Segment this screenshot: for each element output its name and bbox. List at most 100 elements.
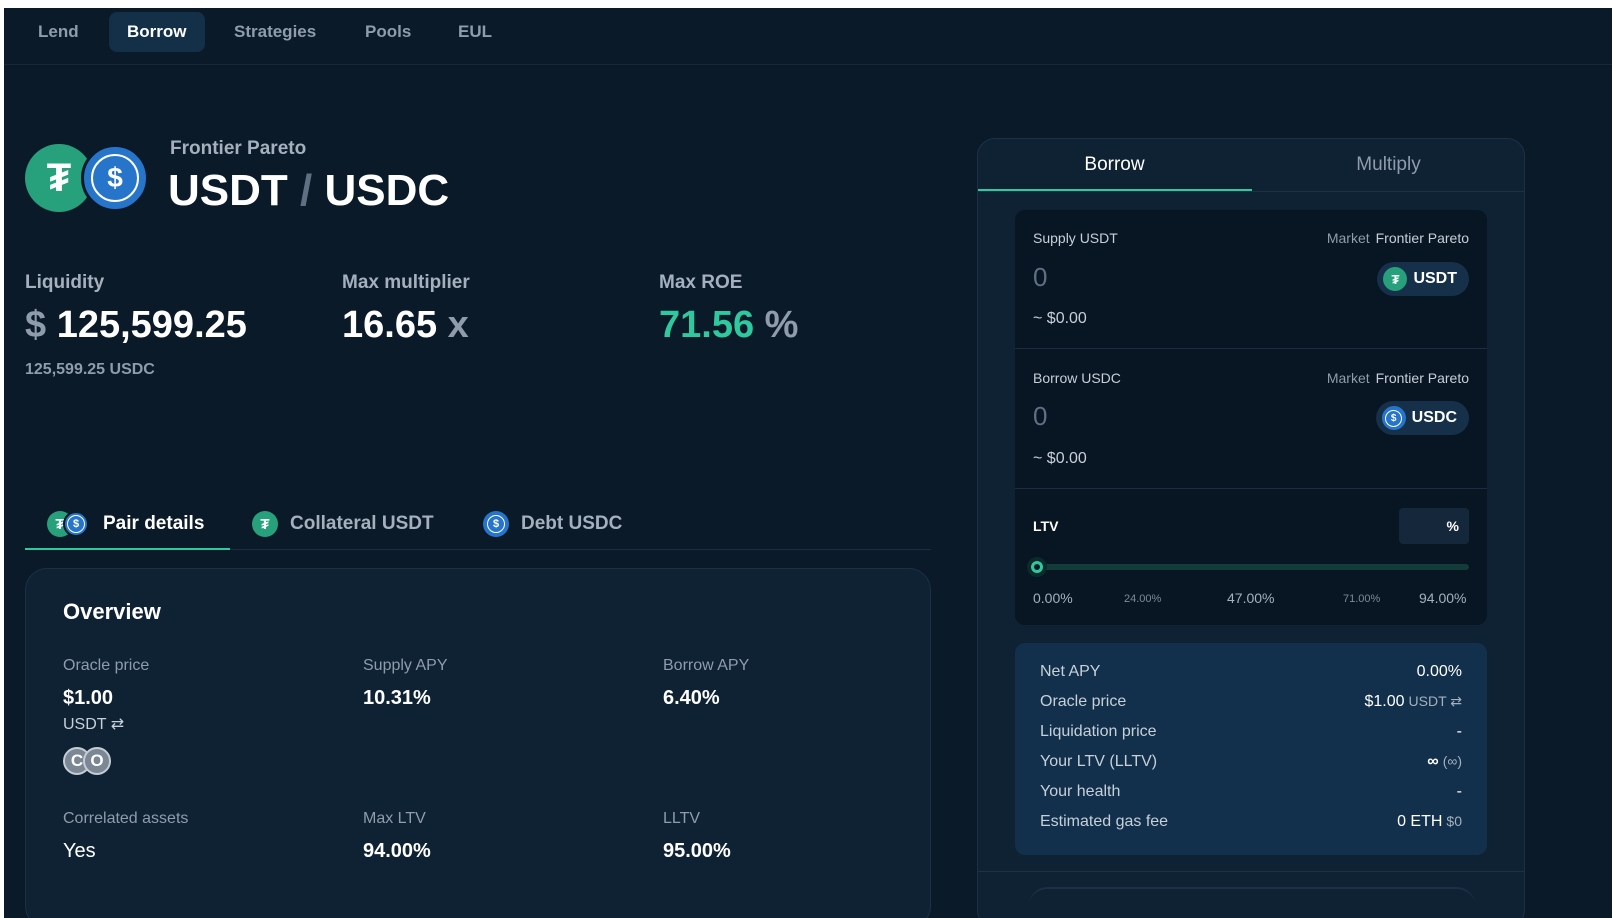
liquidity-label: Liquidity bbox=[25, 272, 105, 293]
max-multiplier-value: 16.65 x bbox=[342, 304, 470, 347]
borrow-form: Supply USDT Market Frontier Pareto 0 ₮ US… bbox=[1015, 210, 1487, 625]
overview-title: Overview bbox=[63, 599, 161, 624]
oracle-price-quote-toggle[interactable]: USDT ⇄ bbox=[1408, 693, 1462, 709]
liquidity-currency: $ bbox=[25, 304, 47, 346]
usdt-icon: ₮ bbox=[1383, 267, 1408, 291]
supply-usd-value: ~ $0.00 bbox=[1033, 310, 1087, 327]
nav-borrow[interactable]: Borrow bbox=[109, 12, 205, 52]
tab-pair-details[interactable]: ₮ $ Pair details bbox=[47, 498, 204, 550]
tab-multiply[interactable]: Multiply bbox=[1356, 154, 1421, 175]
form-divider bbox=[1015, 348, 1487, 349]
oracle-price-value: $1.00 USDT ⇄ bbox=[1364, 693, 1462, 711]
borrow-market-value[interactable]: Frontier Pareto bbox=[1375, 370, 1469, 386]
submit-button[interactable] bbox=[1028, 887, 1476, 918]
your-health-label: Your health bbox=[1040, 783, 1121, 800]
oracle-price-quote[interactable]: USDT ⇄ bbox=[63, 716, 125, 733]
max-multiplier-stat: Max multiplier 16.65 x bbox=[342, 272, 470, 347]
overview-card: Overview Oracle price $1.00 USDT ⇄ C O S… bbox=[25, 568, 931, 918]
summary-row-your-ltv: Your LTV (LLTV) ∞ (∞) bbox=[1040, 747, 1462, 777]
max-multiplier-unit: x bbox=[447, 304, 469, 346]
max-roe-stat: Max ROE 71.56 % bbox=[659, 272, 798, 347]
nav-eul[interactable]: EUL bbox=[458, 22, 492, 41]
supply-market-label: Market bbox=[1326, 230, 1370, 246]
your-ltv-label: Your LTV (LLTV) bbox=[1040, 753, 1158, 770]
panel-divider bbox=[978, 871, 1524, 872]
ltv-tick: 71.00% bbox=[1343, 593, 1381, 605]
usdc-icon: $ bbox=[81, 144, 149, 212]
borrow-apy-label: Borrow APY bbox=[663, 657, 750, 674]
max-roe-value: 71.56 % bbox=[659, 304, 798, 347]
tab-debt-usdc[interactable]: $ Debt USDC bbox=[483, 498, 622, 550]
position-summary: Net APY 0.00% Oracle price $1.00 USDT ⇄ L… bbox=[1015, 643, 1487, 855]
ltv-tick: 24.00% bbox=[1124, 593, 1162, 605]
tab-collateral-usdt[interactable]: ₮ Collateral USDT bbox=[252, 498, 434, 550]
max-ltv-cell: Max LTV 94.00% bbox=[363, 810, 431, 863]
your-lltv-amount: (∞) bbox=[1442, 753, 1462, 769]
ltv-label: LTV bbox=[1033, 518, 1059, 534]
gas-fee-amount: 0 ETH bbox=[1397, 813, 1443, 830]
ltv-input[interactable]: % bbox=[1399, 508, 1469, 544]
nav-pools[interactable]: Pools bbox=[365, 22, 412, 41]
debt-symbol: USDC bbox=[324, 166, 450, 215]
max-ltv-label: Max LTV bbox=[363, 810, 426, 827]
supply-token-symbol: USDT bbox=[1413, 270, 1457, 287]
net-apy-label: Net APY bbox=[1040, 663, 1101, 680]
liquidation-price-label: Liquidation price bbox=[1040, 723, 1157, 740]
borrow-amount-input[interactable]: 0 bbox=[1033, 401, 1048, 431]
oracle-price-label: Oracle price bbox=[1040, 693, 1127, 710]
oracle-price-value: $1.00 bbox=[63, 687, 114, 709]
borrow-token-selector[interactable]: $ USDC bbox=[1375, 401, 1469, 435]
supply-token-selector[interactable]: ₮ USDT bbox=[1377, 262, 1469, 296]
top-nav: Lend Borrow Strategies Pools EUL bbox=[4, 8, 1612, 65]
summary-row-net-apy: Net APY 0.00% bbox=[1040, 657, 1462, 687]
usdt-icon: ₮ bbox=[252, 511, 278, 537]
collateral-symbol: USDT bbox=[168, 166, 288, 215]
pair-icon: ₮ $ bbox=[47, 511, 91, 537]
summary-row-oracle-price: Oracle price $1.00 USDT ⇄ bbox=[1040, 687, 1462, 717]
liquidity-stat: Liquidity $ 125,599.25 125,599.25 USDC bbox=[25, 272, 247, 379]
your-ltv-amount: ∞ bbox=[1427, 753, 1439, 770]
oracle-price-amount: $1.00 bbox=[1364, 693, 1405, 710]
pair-title: USDT / USDC bbox=[168, 166, 449, 216]
supply-label: Supply USDT bbox=[1033, 230, 1118, 246]
tab-borrow[interactable]: Borrow bbox=[1084, 154, 1145, 175]
borrow-usd-value: ~ $0.00 bbox=[1033, 450, 1087, 467]
lltv-label: LLTV bbox=[663, 810, 701, 827]
tab-collateral-label: Collateral USDT bbox=[290, 513, 434, 534]
liquidity-value: $ 125,599.25 bbox=[25, 304, 247, 347]
supply-market: Market Frontier Pareto bbox=[1327, 230, 1469, 246]
nav-lend[interactable]: Lend bbox=[38, 22, 79, 41]
summary-row-gas-fee: Estimated gas fee 0 ETH $0 bbox=[1040, 807, 1462, 837]
nav-strategies[interactable]: Strategies bbox=[234, 22, 317, 41]
pair-token-icons: ₮ $ bbox=[25, 144, 155, 214]
form-divider bbox=[1015, 488, 1487, 489]
max-multiplier-label: Max multiplier bbox=[342, 272, 470, 293]
oracle-provider-badge[interactable]: C O bbox=[63, 747, 113, 775]
your-health-value: - bbox=[1456, 783, 1462, 800]
pair-tabs: ₮ $ Pair details ₮ Collateral USDT $ Deb… bbox=[25, 498, 931, 550]
gas-fee-label: Estimated gas fee bbox=[1040, 813, 1169, 830]
borrow-token-symbol: USDC bbox=[1411, 409, 1457, 426]
supply-apy-label: Supply APY bbox=[363, 657, 448, 674]
summary-row-your-health: Your health - bbox=[1040, 777, 1462, 807]
supply-apy-value: 10.31% bbox=[363, 687, 431, 709]
tab-pair-details-label: Pair details bbox=[103, 513, 205, 534]
supply-amount-input[interactable]: 0 bbox=[1033, 262, 1048, 292]
lltv-value: 95.00% bbox=[663, 840, 731, 862]
liquidity-amount: 125,599.25 bbox=[56, 304, 247, 346]
usdc-icon: $ bbox=[483, 511, 509, 537]
gas-fee-value: 0 ETH $0 bbox=[1397, 813, 1462, 831]
ltv-slider-handle[interactable] bbox=[1027, 557, 1047, 577]
supply-market-value[interactable]: Frontier Pareto bbox=[1375, 230, 1469, 246]
net-apy-amount: 0.00% bbox=[1416, 663, 1462, 680]
panel-active-tab-indicator bbox=[978, 189, 1252, 191]
ltv-tick: 94.00% bbox=[1419, 590, 1467, 606]
active-tab-indicator bbox=[25, 548, 230, 550]
ltv-slider-track[interactable] bbox=[1037, 564, 1469, 570]
oracle-badge-o: O bbox=[83, 747, 111, 775]
borrow-market-label: Market bbox=[1326, 370, 1370, 386]
supply-apy-cell: Supply APY 10.31% bbox=[363, 657, 448, 710]
correlated-assets-value: Yes bbox=[63, 840, 96, 862]
max-roe-label: Max ROE bbox=[659, 272, 743, 293]
tab-debt-label: Debt USDC bbox=[521, 513, 623, 534]
